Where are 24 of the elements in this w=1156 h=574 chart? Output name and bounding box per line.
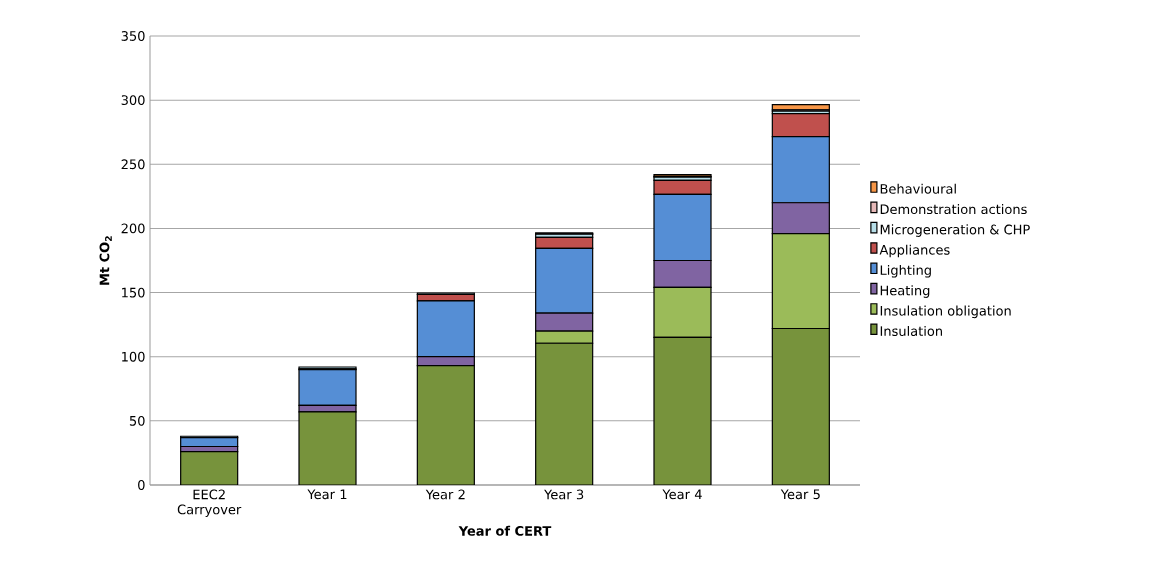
legend-label: Lighting [880,264,931,278]
x-tick-label: Year 2 [425,489,465,500]
y-tick-label: 100 [122,351,145,362]
legend-label: Heating [880,285,930,298]
x-tick-label: EEC2 Carryover [177,489,242,517]
y-tick-label: 300 [121,95,145,106]
y-tick-label: 50 [129,415,145,426]
y-tick-label: 250 [121,159,145,170]
y-tick-label: 0 [138,480,145,490]
x-tick-label: Year 1 [307,489,347,500]
legend-label: Appliances [879,244,950,258]
x-axis-title: Year of CERT [458,525,552,536]
legend-label: Insulation [880,325,942,336]
legend-label: Insulation obligation [880,305,1011,319]
x-tick-label: Year 5 [780,489,820,500]
x-tick-label: Year 3 [544,489,584,500]
y-tick-label: 200 [121,223,145,234]
y-tick-label: 350 [121,31,145,41]
x-tick-label: Year 4 [662,489,702,500]
legend-label: Behavioural [880,183,956,194]
legend-label: Demonstration actions [880,204,1027,215]
text: Mt CO$_{2}$ [99,236,112,285]
legend-label: Microgeneration & CHP [880,224,1030,237]
y-tick-label: 150 [122,287,145,298]
